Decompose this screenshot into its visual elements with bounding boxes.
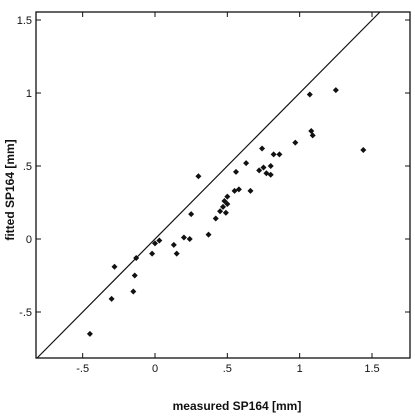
- data-point: [170, 241, 177, 248]
- y-tick-label: -.5: [19, 307, 32, 319]
- data-point: [259, 145, 266, 152]
- data-point: [156, 237, 163, 244]
- data-point: [256, 167, 263, 174]
- x-tick-label: -.5: [76, 363, 89, 375]
- data-point: [195, 173, 202, 180]
- labels-layer: -.5 0 .5 1 1.5 -.5 0 .5 1 1.5 measured SP164 [mm] f…: [3, 15, 380, 413]
- axes-layer: [35, 11, 411, 359]
- y-tick-label: 1: [26, 88, 32, 100]
- data-point: [173, 250, 180, 257]
- data-point: [309, 132, 316, 139]
- data-point: [247, 187, 254, 194]
- data-point: [306, 91, 313, 98]
- x-tick-label: .5: [223, 363, 232, 375]
- y-axis-title: fitted SP164 [mm]: [3, 139, 17, 240]
- data-point: [267, 171, 274, 178]
- y-tick-label: .5: [23, 161, 32, 173]
- data-point: [180, 234, 187, 241]
- data-point: [235, 186, 242, 193]
- data-point: [152, 240, 158, 247]
- points-layer: [86, 87, 367, 337]
- data-point: [186, 236, 193, 242]
- data-point: [332, 87, 339, 94]
- x-tick-label: 1.5: [364, 363, 379, 375]
- reference-line: [36, 11, 381, 359]
- data-point: [224, 193, 231, 200]
- data-point: [188, 211, 195, 218]
- data-point: [267, 163, 274, 169]
- data-point: [219, 203, 226, 210]
- data-point: [217, 208, 224, 215]
- data-point: [86, 330, 93, 337]
- data-point: [131, 272, 138, 279]
- reference-line-layer: [36, 11, 381, 359]
- data-point: [276, 151, 283, 158]
- data-point: [292, 139, 299, 146]
- plot-frame: [35, 11, 411, 359]
- y-tick-label: 0: [26, 234, 32, 246]
- data-point: [111, 263, 118, 270]
- data-point: [222, 209, 229, 216]
- data-point: [130, 288, 137, 295]
- data-point: [233, 168, 240, 175]
- x-axis-title: measured SP164 [mm]: [173, 399, 302, 413]
- data-point: [108, 295, 115, 302]
- data-point: [360, 146, 367, 153]
- y-tick-label: 1.5: [17, 15, 32, 27]
- data-point: [224, 200, 231, 207]
- data-point: [260, 164, 267, 171]
- data-point: [205, 231, 212, 238]
- x-tick-label: 0: [152, 363, 158, 375]
- data-point: [212, 215, 219, 222]
- data-point: [243, 160, 250, 167]
- data-point: [133, 254, 140, 261]
- data-point: [270, 151, 277, 158]
- data-point: [149, 250, 156, 257]
- x-tick-label: 1: [297, 363, 303, 375]
